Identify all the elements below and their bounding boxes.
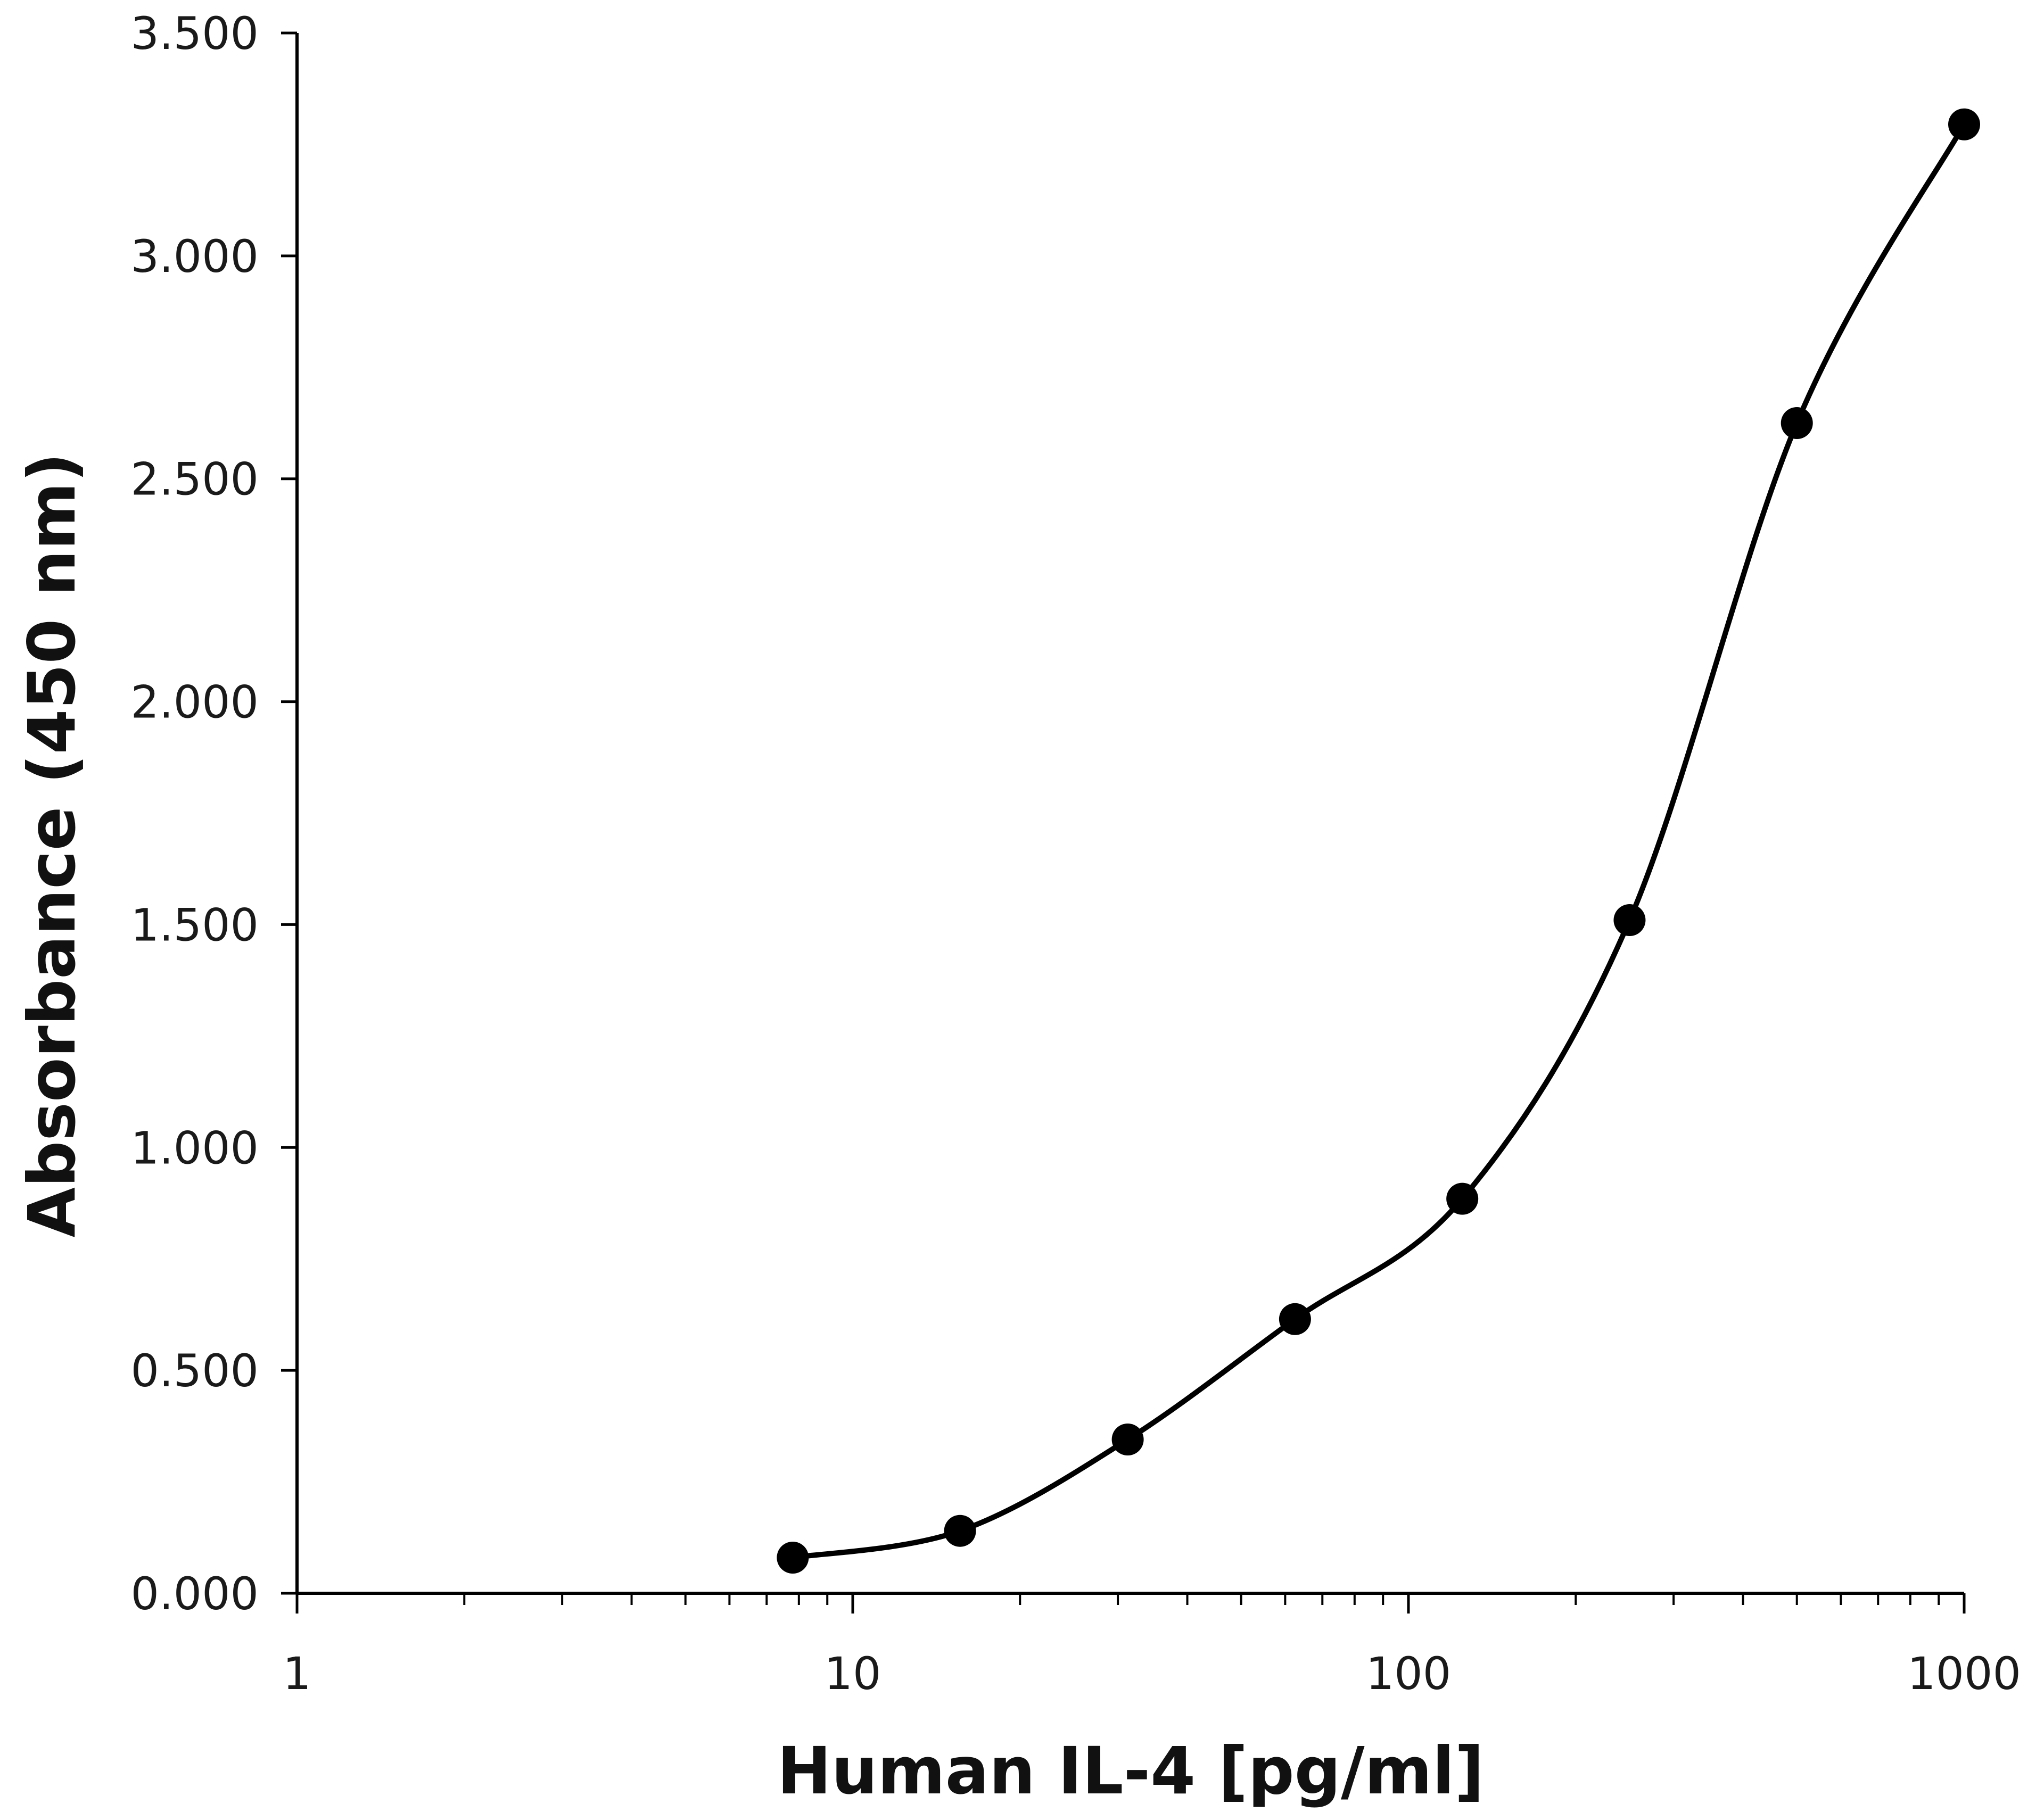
data-point	[1948, 108, 1980, 140]
y-tick-label: 1.000	[131, 1122, 259, 1174]
data-series	[777, 108, 1980, 1574]
x-tick-label: 1	[283, 1648, 311, 1700]
data-point	[1279, 1303, 1311, 1335]
y-tick-label: 3.000	[131, 230, 259, 283]
series-line	[792, 123, 1967, 1560]
y-tick-label: 2.000	[131, 676, 259, 729]
data-point	[1446, 1182, 1479, 1215]
y-axis-ticks: 0.000 0.500 1.000 1.500 2.000 2.500 3.000 3.500	[131, 7, 297, 1620]
x-tick-label: 100	[1366, 1648, 1451, 1700]
data-point	[777, 1541, 809, 1574]
y-tick-label: 1.500	[131, 899, 259, 951]
axes	[295, 33, 1964, 1595]
data-point	[1781, 407, 1813, 439]
x-tick-label: 1000	[1907, 1648, 2021, 1700]
y-tick-label: 0.000	[131, 1568, 259, 1620]
y-tick-label: 3.500	[131, 7, 259, 60]
x-axis-ticks: 1 10 100 1000	[283, 1593, 2021, 1700]
x-tick-label: 10	[825, 1648, 881, 1700]
data-point	[944, 1515, 976, 1547]
y-tick-label: 2.500	[131, 453, 259, 506]
y-tick-label: 0.500	[131, 1345, 259, 1397]
data-point	[1613, 904, 1646, 937]
data-point	[1111, 1423, 1144, 1455]
x-axis-title: Human IL-4 [pg/ml]	[777, 1733, 1485, 1809]
y-axis-title: Absorbance (450 nm)	[14, 452, 90, 1237]
